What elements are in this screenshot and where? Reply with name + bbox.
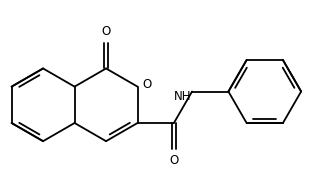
Text: O: O (101, 25, 111, 38)
Text: O: O (142, 78, 151, 91)
Text: NH: NH (174, 89, 192, 102)
Text: O: O (169, 154, 179, 167)
